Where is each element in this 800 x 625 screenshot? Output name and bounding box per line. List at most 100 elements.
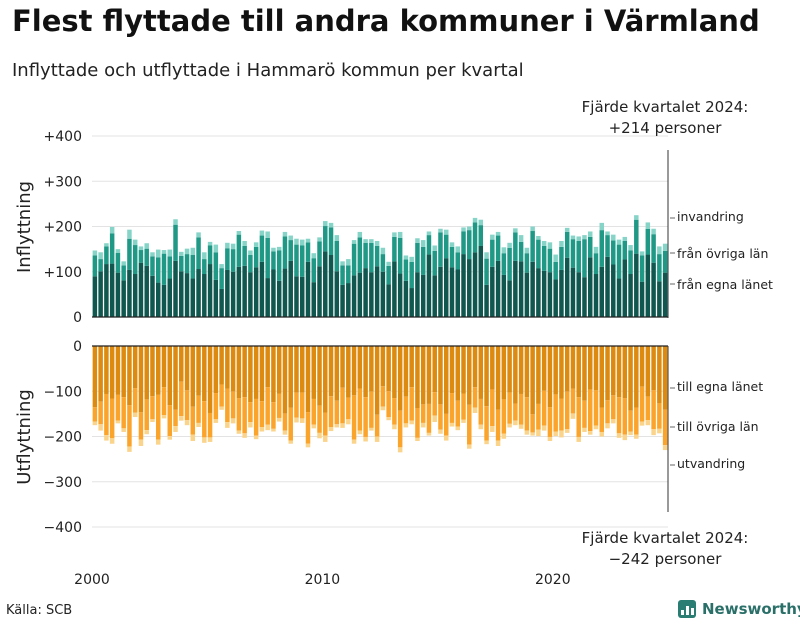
bar-in-egna [230,271,236,317]
bar-in-egna [495,260,501,317]
bar-in-ovriga [420,246,426,275]
y-tick-label-in: +300 [44,174,82,190]
bar-out-egna [518,346,524,394]
bar-out-utvandring [276,417,282,422]
bar-in-invandring [513,228,518,233]
bar-out-utvandring [449,422,455,427]
bar-in-ovriga [334,240,340,272]
top-annotation-line2: +214 personer [609,119,723,137]
bar-out-ovriga [230,391,236,419]
bar-in-egna [449,267,455,317]
bar-out-ovriga [403,396,409,424]
bar-out-ovriga [276,393,282,418]
bar-out-ovriga [628,410,633,432]
bar-in-invandring [317,237,322,242]
bar-out-egna [599,346,604,408]
bottom-annotation-line1: Fjärde kvartalet 2024: [582,529,749,547]
y-tick-label-out: −200 [44,430,82,446]
bar-in-egna [311,282,316,317]
bar-in-egna [478,245,484,317]
bar-in-ovriga [570,239,576,268]
brand-name: Newsworthy [702,600,800,618]
bar-in-ovriga [449,246,455,268]
bar-out-utvandring [628,431,633,436]
bar-out-utvandring [524,430,530,435]
bar-in-invandring [651,228,656,235]
bar-in-egna [628,274,633,317]
bar-in-invandring [397,231,403,238]
bar-in-invandring [639,251,645,256]
bar-out-egna [346,346,351,398]
bar-in-egna [582,277,587,317]
bar-out-egna [236,346,242,399]
bar-in-ovriga [478,225,484,246]
bar-in-egna [570,267,576,317]
bar-in-ovriga [121,265,126,281]
brand-logo: Newsworthy [678,600,800,618]
bar-in-egna [346,283,351,317]
bar-in-invandring [179,251,184,256]
bar-in-ovriga [144,248,149,266]
bar-out-egna [104,346,109,394]
bar-in-egna [467,259,472,317]
bar-out-egna [409,346,414,388]
bar-out-ovriga [593,390,599,426]
bar-in-invandring [219,264,224,269]
bar-out-utvandring [616,433,622,438]
bar-out-utvandring [150,419,155,423]
bar-out-ovriga [472,387,478,408]
bar-in-ovriga [179,255,184,272]
bar-in-ovriga [662,250,668,273]
y-tick-label-out: −100 [44,384,82,400]
bar-out-ovriga [121,397,126,429]
bar-out-egna [484,346,489,407]
bar-out-egna [611,346,616,396]
bar-in-egna [150,275,155,317]
bar-in-invandring [467,226,472,231]
bar-out-egna [294,346,299,393]
bar-in-invandring [363,239,368,243]
bar-out-ovriga [501,399,507,434]
bar-out-ovriga [328,396,334,427]
bar-out-egna [144,346,149,400]
bar-out-egna [259,346,265,402]
bar-in-invandring [576,236,581,241]
bar-out-utvandring [127,446,132,452]
bar-out-utvandring [369,427,374,431]
bar-out-egna [121,346,126,398]
bar-in-invandring [150,252,155,257]
bar-out-utvandring [478,424,484,430]
bar-out-egna [207,346,213,413]
bar-in-egna [593,274,599,317]
bar-in-egna [576,272,581,317]
bar-in-ovriga [288,240,293,261]
bar-in-egna [253,267,259,317]
bar-out-ovriga [547,407,553,437]
bar-out-egna [467,346,472,405]
bar-out-egna [386,346,391,392]
y-tick-label-in: +100 [44,265,82,281]
bar-in-ovriga [426,235,432,255]
bar-out-ovriga [651,390,656,430]
bar-out-egna [132,346,138,389]
bar-in-ovriga [455,252,460,270]
bar-out-egna [645,346,651,397]
bar-out-utvandring [593,425,599,430]
bar-out-egna [530,346,535,415]
bar-in-ovriga [622,240,628,260]
bar-out-ovriga [311,398,316,425]
bar-in-egna [547,272,553,317]
bar-out-utvandring [294,417,299,423]
bar-out-egna [576,346,581,398]
bar-out-utvandring [259,427,265,432]
bar-in-invandring [155,249,161,258]
bar-in-invandring [490,234,495,240]
bar-in-egna [282,268,288,317]
bar-in-egna [259,261,265,317]
bar-out-ovriga [432,392,437,416]
bar-in-ovriga [363,242,368,269]
bar-in-ovriga [443,234,449,259]
bar-out-ovriga [461,393,466,420]
bar-in-invandring [530,226,535,232]
bar-in-egna [443,258,449,318]
